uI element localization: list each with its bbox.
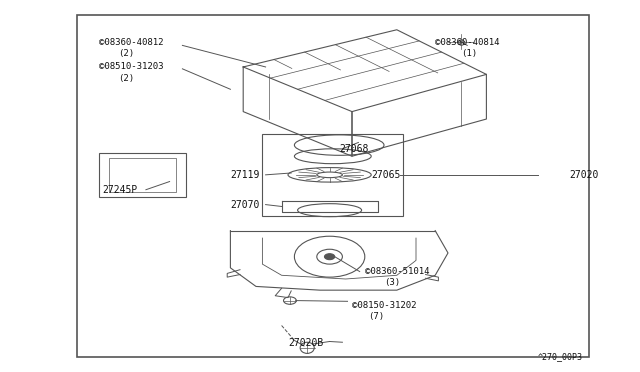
Text: (7): (7) bbox=[368, 312, 384, 321]
Text: (2): (2) bbox=[118, 49, 134, 58]
Text: ©08150-31202: ©08150-31202 bbox=[352, 301, 417, 310]
Circle shape bbox=[324, 254, 335, 260]
Text: 27065: 27065 bbox=[371, 170, 401, 180]
Text: (1): (1) bbox=[461, 49, 477, 58]
Bar bbox=[109, 158, 176, 192]
Text: 27070: 27070 bbox=[230, 200, 260, 209]
Text: (3): (3) bbox=[384, 278, 400, 287]
Text: 27020: 27020 bbox=[570, 170, 599, 180]
Text: ^270_00P3: ^270_00P3 bbox=[538, 353, 582, 362]
Bar bbox=[77, 15, 589, 357]
Text: 27245P: 27245P bbox=[102, 185, 138, 195]
Bar bbox=[262, 134, 403, 216]
Text: 27119: 27119 bbox=[230, 170, 260, 180]
Ellipse shape bbox=[317, 172, 342, 178]
Text: (2): (2) bbox=[118, 74, 134, 83]
Text: 27020B: 27020B bbox=[288, 338, 323, 348]
Text: ©08360-40814: ©08360-40814 bbox=[435, 38, 500, 47]
Text: 27068: 27068 bbox=[339, 144, 369, 154]
Bar bbox=[99, 153, 186, 197]
Text: ©08360-40812: ©08360-40812 bbox=[99, 38, 164, 47]
Text: ©08510-31203: ©08510-31203 bbox=[99, 62, 164, 71]
Text: ©08360-51014: ©08360-51014 bbox=[365, 267, 429, 276]
